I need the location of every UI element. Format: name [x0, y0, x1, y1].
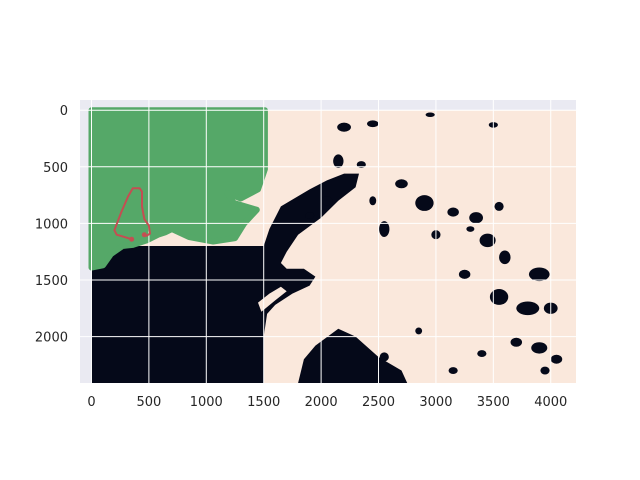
route-marker — [141, 232, 147, 238]
x-tick-label: 0 — [87, 395, 95, 410]
x-tick-label: 2000 — [305, 395, 338, 410]
x-tick-label: 1000 — [190, 395, 223, 410]
x-tick-label: 4000 — [534, 395, 567, 410]
x-tick-label: 3000 — [419, 395, 452, 410]
route-line — [113, 187, 151, 241]
y-tick-label: 2000 — [35, 331, 68, 346]
x-tick-label: 2500 — [362, 395, 395, 410]
route-marker — [129, 236, 135, 242]
image-water-layer — [91, 112, 563, 383]
overlay-region — [88, 107, 268, 271]
y-tick-label: 500 — [43, 161, 68, 176]
x-tick-label: 500 — [136, 395, 161, 410]
y-tick-label: 0 — [60, 104, 68, 119]
y-tick-label: 1000 — [35, 217, 68, 232]
x-tick-label: 1500 — [247, 395, 280, 410]
route-markers — [129, 232, 147, 242]
x-tick-label: 3500 — [477, 395, 510, 410]
grid-lines — [80, 100, 576, 383]
y-axis-ticks: 0 500 1000 1500 2000 — [35, 104, 68, 345]
y-tick-label: 1500 — [35, 274, 68, 289]
x-axis-ticks: 0 500 1000 1500 2000 2500 3000 3500 4000 — [87, 395, 567, 410]
